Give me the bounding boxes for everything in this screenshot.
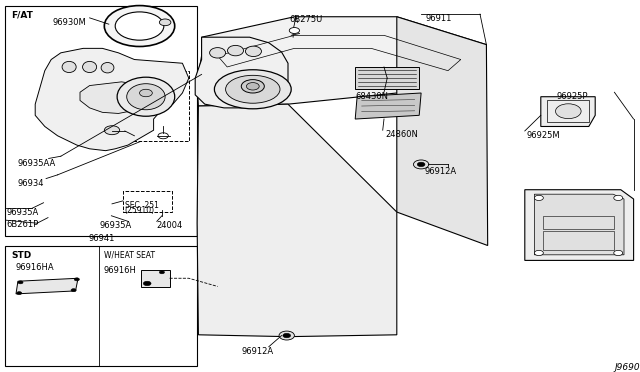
Polygon shape — [197, 104, 397, 337]
Text: SEC. 251: SEC. 251 — [125, 201, 159, 210]
Circle shape — [143, 281, 151, 286]
Ellipse shape — [62, 61, 76, 73]
Text: 6B275U: 6B275U — [289, 15, 323, 24]
Circle shape — [104, 6, 175, 46]
Ellipse shape — [210, 48, 226, 58]
Bar — [141, 270, 170, 287]
Circle shape — [417, 162, 425, 167]
Text: 96925P: 96925P — [557, 92, 588, 101]
Circle shape — [17, 292, 22, 295]
Ellipse shape — [226, 75, 280, 103]
Text: 96934: 96934 — [18, 179, 44, 187]
Text: (25910): (25910) — [125, 206, 155, 215]
Text: 96935A: 96935A — [6, 208, 38, 217]
Circle shape — [413, 160, 429, 169]
Polygon shape — [35, 48, 189, 151]
Circle shape — [556, 104, 581, 119]
Circle shape — [115, 12, 164, 40]
Bar — [547, 100, 589, 122]
Circle shape — [534, 195, 543, 201]
Text: 96935A: 96935A — [99, 221, 131, 230]
Ellipse shape — [228, 45, 243, 56]
Polygon shape — [534, 194, 624, 255]
Bar — [5, 6, 197, 236]
Circle shape — [614, 195, 623, 201]
Circle shape — [534, 250, 543, 256]
Ellipse shape — [246, 46, 262, 57]
Text: 24860N: 24860N — [385, 130, 418, 139]
Circle shape — [279, 331, 294, 340]
Text: J96900DY: J96900DY — [614, 363, 640, 372]
Circle shape — [614, 250, 623, 256]
Text: 6B261P: 6B261P — [6, 220, 38, 229]
Circle shape — [71, 289, 76, 292]
Bar — [543, 231, 614, 250]
Text: 96911: 96911 — [426, 14, 452, 23]
Text: 96935AA: 96935AA — [18, 159, 56, 168]
Polygon shape — [355, 93, 421, 119]
Circle shape — [140, 89, 152, 97]
Circle shape — [241, 80, 264, 93]
Bar — [355, 67, 419, 89]
Text: 96912A: 96912A — [242, 347, 274, 356]
Text: 96925M: 96925M — [526, 131, 560, 140]
Circle shape — [74, 278, 79, 281]
Bar — [5, 246, 197, 366]
Text: 96930M: 96930M — [52, 18, 86, 27]
Circle shape — [289, 28, 300, 33]
Polygon shape — [541, 97, 595, 126]
Text: F/AT: F/AT — [12, 10, 33, 19]
Text: STD: STD — [12, 251, 32, 260]
Text: 96916HA: 96916HA — [16, 263, 54, 272]
Polygon shape — [80, 82, 154, 113]
Circle shape — [158, 133, 168, 139]
Polygon shape — [525, 190, 634, 260]
Bar — [102, 71, 189, 141]
Text: W/HEAT SEAT: W/HEAT SEAT — [104, 251, 155, 260]
Ellipse shape — [117, 77, 175, 116]
Text: 96941: 96941 — [88, 234, 115, 243]
Ellipse shape — [83, 61, 97, 73]
Text: 96912A: 96912A — [425, 167, 457, 176]
Circle shape — [18, 281, 23, 284]
Polygon shape — [195, 37, 288, 108]
Polygon shape — [197, 17, 486, 106]
Ellipse shape — [214, 70, 291, 109]
Circle shape — [104, 126, 120, 135]
Polygon shape — [16, 278, 78, 294]
Text: 68430N: 68430N — [355, 92, 388, 101]
Circle shape — [246, 83, 259, 90]
Polygon shape — [397, 17, 488, 246]
Circle shape — [283, 333, 291, 338]
Ellipse shape — [127, 84, 165, 110]
Text: 24004: 24004 — [157, 221, 183, 230]
Circle shape — [159, 271, 164, 274]
Bar — [123, 191, 172, 212]
Circle shape — [159, 19, 171, 26]
Ellipse shape — [101, 62, 114, 73]
Text: 96916H: 96916H — [104, 266, 136, 275]
Bar — [543, 216, 614, 229]
